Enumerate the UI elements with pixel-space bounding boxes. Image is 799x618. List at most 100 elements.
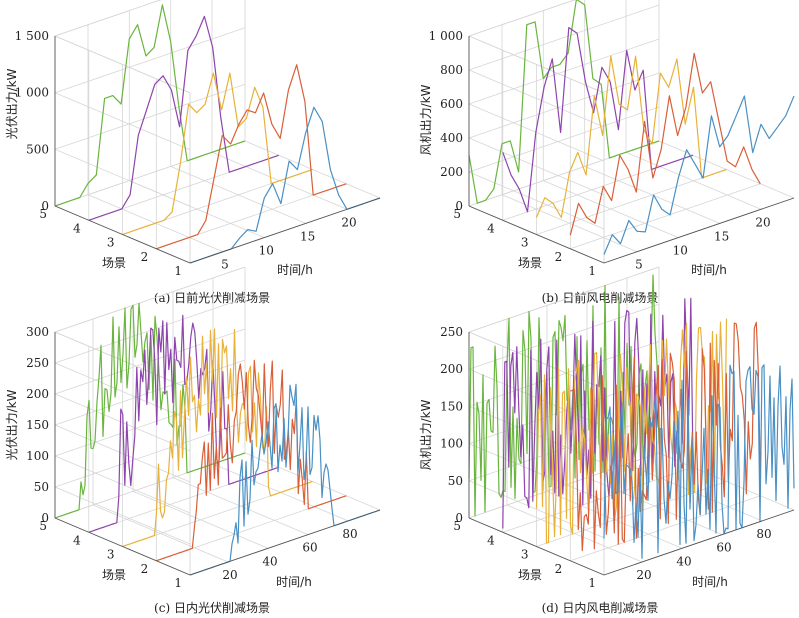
chart-panel-a: 0 500 1 000 1 500 5 10 15 20 1 2 3 4 5 光伏出力/kW 场景 时间… bbox=[5, 0, 381, 305]
y-tick-label: 1 bbox=[588, 264, 596, 278]
z-tick-label: 1 000 bbox=[15, 86, 49, 100]
series-line-5 bbox=[468, 0, 660, 204]
x-tick-label: 5 bbox=[635, 258, 643, 272]
panel-ticks: 0 200 400 600 800 1 000 5 10 15 20 1 2 3 4 5 bbox=[429, 29, 795, 278]
x-tick-label: 40 bbox=[676, 554, 691, 568]
series-line-3 bbox=[535, 55, 727, 219]
z-tick-label: 200 bbox=[440, 165, 463, 179]
series-line-1 bbox=[603, 95, 795, 255]
x-tick-label: 80 bbox=[342, 527, 357, 541]
x-tick-label: 5 bbox=[221, 258, 229, 272]
gridline bbox=[570, 495, 761, 562]
z-tick-label: 200 bbox=[440, 362, 463, 376]
x-axis-line bbox=[189, 509, 381, 576]
z-tick-label: 0 bbox=[41, 199, 49, 213]
y-tick-label: 5 bbox=[39, 207, 47, 221]
x-tick-label: 60 bbox=[716, 541, 731, 555]
panel-traces bbox=[54, 4, 381, 264]
y-tick-label: 1 bbox=[174, 264, 182, 278]
box-edge bbox=[54, 0, 162, 37]
z-tick-label: 100 bbox=[440, 437, 463, 451]
x-tick-label: 10 bbox=[259, 244, 274, 258]
x-tick-label: 10 bbox=[673, 244, 688, 258]
panel-grid bbox=[54, 0, 381, 264]
y-tick-label: 2 bbox=[555, 250, 563, 264]
gridline bbox=[468, 38, 660, 105]
gridline bbox=[54, 27, 246, 94]
series-line-4 bbox=[88, 15, 279, 221]
gridline bbox=[468, 106, 660, 173]
series-line-4 bbox=[502, 27, 693, 213]
panel-ticks: 0 50 100 150 200 250 20 40 60 80 1 2 3 4 5 bbox=[440, 325, 795, 590]
y-tick-label: 1 bbox=[588, 576, 596, 590]
z-tick-label: 600 bbox=[440, 97, 463, 111]
gridline bbox=[468, 72, 660, 139]
x-axis-line bbox=[603, 509, 795, 576]
series-line-1 bbox=[189, 106, 381, 264]
panel-ticks: 0 500 1 000 1 500 5 10 15 20 1 2 3 4 5 bbox=[15, 29, 381, 278]
panel-caption: (d) 日内风电削减场景 bbox=[542, 601, 659, 615]
x-axis-line bbox=[603, 197, 795, 264]
x-tick-label: 15 bbox=[714, 229, 729, 243]
gridline bbox=[570, 183, 761, 250]
x-tick-label: 60 bbox=[302, 541, 317, 555]
z-axis-label: 风机出力/kW bbox=[419, 84, 433, 155]
x-tick-label: 20 bbox=[341, 215, 356, 229]
series-line-5 bbox=[468, 274, 660, 517]
panel-traces bbox=[468, 0, 795, 255]
x-tick-label: 80 bbox=[756, 527, 771, 541]
panel-ticks: 0 50 100 150 200 250 300 20 40 60 80 1 2 3 4 5 bbox=[26, 325, 381, 590]
z-tick-label: 0 bbox=[455, 511, 463, 525]
box-edge bbox=[54, 266, 246, 333]
series-line-3 bbox=[122, 72, 313, 236]
x-tick-label: 20 bbox=[755, 215, 770, 229]
y-tick-label: 1 bbox=[174, 576, 182, 590]
y-tick-label: 4 bbox=[73, 221, 81, 235]
z-axis-label: 光伏出力/kW bbox=[5, 389, 19, 460]
y-axis-label: 场景 bbox=[102, 568, 126, 582]
x-axis-line bbox=[189, 197, 381, 264]
y-tick-label: 3 bbox=[521, 548, 529, 562]
y-tick-label: 3 bbox=[107, 236, 115, 250]
y-tick-label: 4 bbox=[73, 533, 81, 547]
z-tick-label: 150 bbox=[26, 418, 49, 432]
z-tick-label: 250 bbox=[440, 325, 463, 339]
y-axis-line bbox=[468, 517, 605, 576]
panel-traces bbox=[468, 274, 795, 559]
series-line-3 bbox=[122, 328, 313, 548]
z-tick-label: 1 500 bbox=[15, 29, 49, 43]
z-axis-label: 风机出力/kW bbox=[419, 399, 433, 470]
z-tick-label: 500 bbox=[26, 142, 49, 156]
x-axis-label: 时间/h bbox=[276, 575, 312, 589]
x-tick-label: 40 bbox=[262, 554, 277, 568]
z-tick-label: 50 bbox=[34, 480, 49, 494]
gridline bbox=[468, 4, 660, 71]
series-line-2 bbox=[156, 64, 347, 250]
y-tick-label: 3 bbox=[107, 548, 115, 562]
y-axis-line bbox=[468, 205, 605, 264]
x-tick-label: 20 bbox=[222, 568, 237, 582]
series-line-2 bbox=[156, 359, 347, 562]
box-edge bbox=[468, 0, 576, 37]
y-axis-label: 场景 bbox=[102, 256, 126, 270]
z-tick-label: 800 bbox=[440, 63, 463, 77]
y-axis-line bbox=[54, 205, 191, 264]
y-tick-label: 3 bbox=[521, 236, 529, 250]
y-tick-label: 4 bbox=[487, 221, 495, 235]
y-tick-label: 2 bbox=[141, 562, 149, 576]
x-tick-label: 15 bbox=[300, 229, 315, 243]
y-axis-line bbox=[54, 517, 191, 576]
panel-caption: (a) 日前光伏削减场景 bbox=[154, 290, 270, 305]
y-tick-label: 2 bbox=[141, 250, 149, 264]
panel-caption: (b) 日前风电削减场景 bbox=[542, 290, 659, 305]
z-tick-label: 150 bbox=[440, 399, 463, 413]
series-line-2 bbox=[569, 52, 761, 236]
z-tick-label: 250 bbox=[26, 356, 49, 370]
z-axis-label: 光伏出力/kW bbox=[5, 68, 19, 139]
box-edge bbox=[468, 35, 605, 94]
gridline bbox=[54, 0, 162, 37]
x-axis-label: 时间/h bbox=[277, 263, 313, 277]
y-tick-label: 5 bbox=[39, 519, 47, 533]
